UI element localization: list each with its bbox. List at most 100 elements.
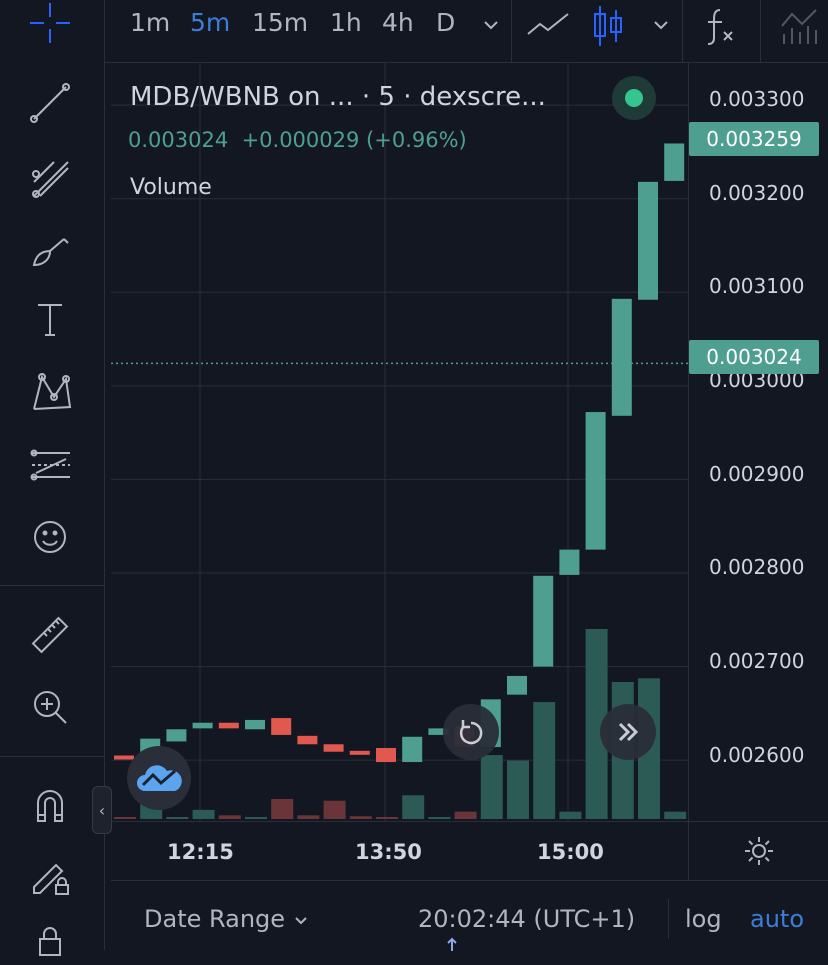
volume-bar [559,811,582,819]
candle [376,748,396,763]
scroll-to-realtime-button[interactable] [600,704,656,760]
magnet-icon[interactable] [22,782,78,828]
line-chart-type-icon[interactable] [524,6,572,46]
indicators-fx-icon[interactable] [698,4,742,48]
double-chevron-right-icon [618,722,639,742]
candle [114,755,134,760]
volume-bar [297,815,320,819]
interval-15m[interactable]: 15m [252,8,309,37]
auto-scale-toggle[interactable]: auto [750,905,805,933]
tradingview-logo[interactable] [127,746,191,810]
time-tick: 13:50 [355,840,422,864]
volume-bar [664,811,687,819]
candle [638,181,658,300]
volume-bar [402,795,425,819]
tradingview-cloud-icon [137,765,182,791]
volume-bar [192,809,215,819]
drawing-toolbar [0,0,105,956]
lock-icon[interactable] [22,918,78,964]
price-tick: 0.002800 [709,555,805,579]
chart-type-dropdown-chevron-icon[interactable] [650,14,672,36]
candle [218,722,239,729]
volume-bar [114,817,136,819]
time-tick: 12:15 [167,840,234,864]
candle [585,412,606,550]
fib-tool-icon[interactable] [22,155,78,201]
price-change-pct: (+0.96%) [366,128,467,152]
volume-bar [585,629,608,819]
text-tool-icon[interactable] [22,296,78,342]
interval-4h[interactable]: 4h [382,8,414,37]
price-tick: 0.002600 [709,743,805,767]
arrow-up-icon [447,937,457,951]
interval-1m[interactable]: 1m [130,8,171,37]
toolbar-separator [760,0,761,62]
volume-bar [454,811,477,819]
toolbar-separator [682,0,683,62]
top-toolbar: 1m 5m 15m 1h 4h D [104,0,828,63]
gear-icon [745,837,773,865]
pattern-tool-icon[interactable] [22,368,78,414]
zoom-in-icon[interactable] [22,684,78,730]
price-tick: 0.003200 [709,181,805,205]
reset-chart-button[interactable] [443,704,499,760]
price-tick: 0.003100 [709,274,805,298]
candle [533,575,554,667]
date-range-button[interactable]: Date Range [144,905,309,933]
clock-timezone[interactable]: 20:02:44 (UTC+1) [418,905,636,933]
candle [611,298,632,416]
volume-bar [533,702,556,819]
interval-dropdown-chevron-icon[interactable] [480,14,502,36]
candle [245,719,265,730]
reset-icon [459,720,483,745]
interval-5m[interactable]: 5m [190,8,231,37]
candle [507,675,527,695]
symbol-title[interactable]: MDB/WBNB on ... · 5 · dexscre... [130,82,546,112]
volume-bar [271,798,294,819]
volume-indicator-label[interactable]: Volume [130,175,212,200]
toolbar-separator [511,0,512,62]
volume-bar [245,817,267,819]
interval-d[interactable]: D [436,8,456,37]
bottom-bar: Date Range 20:02:44 (UTC+1) log auto [111,880,828,951]
interval-1h[interactable]: 1h [330,8,362,37]
price-change: +0.000029 [241,128,360,152]
price-tick: 0.002700 [709,649,805,673]
bottom-separator [668,899,669,939]
volume-bar [166,817,189,819]
status-dot-icon [625,89,643,107]
collapse-toolbar-button[interactable]: ‹ [92,786,112,834]
toolbar-divider [0,756,104,757]
trend-line-icon[interactable] [22,80,78,126]
emoji-icon[interactable] [22,514,78,560]
price-scale[interactable]: 0.003300 0.003200 0.003100 0.003000 0.00… [688,63,828,821]
volume-bar [480,755,503,819]
ruler-icon[interactable] [22,612,78,658]
candle [664,143,685,181]
price-tick: 0.002900 [709,462,805,486]
price-tick: 0.003300 [709,87,805,111]
candle [323,744,344,752]
log-scale-toggle[interactable]: log [685,905,722,933]
toolbar-divider [0,585,104,586]
candle [402,736,423,763]
date-range-label: Date Range [144,905,286,933]
time-scale[interactable]: 12:15 13:50 15:00 [111,821,688,880]
lock-pencil-icon[interactable] [22,852,78,898]
volume-bar [323,800,346,819]
crosshair-icon[interactable] [22,0,78,46]
volume-bar [376,817,398,819]
compare-chart-icon[interactable] [776,4,820,48]
volume-bar [428,817,451,819]
candle [166,729,187,742]
candles-chart-type-icon[interactable] [588,2,628,50]
candle [428,728,449,735]
candle [192,722,213,729]
forecast-tool-icon[interactable] [22,442,78,488]
current-price-tag: 0.003259 [689,122,819,156]
last-price: 0.003024 [128,128,229,152]
chart-settings-button[interactable] [688,821,828,880]
brush-icon[interactable] [22,226,78,272]
candle [297,735,318,745]
candle [271,718,292,735]
